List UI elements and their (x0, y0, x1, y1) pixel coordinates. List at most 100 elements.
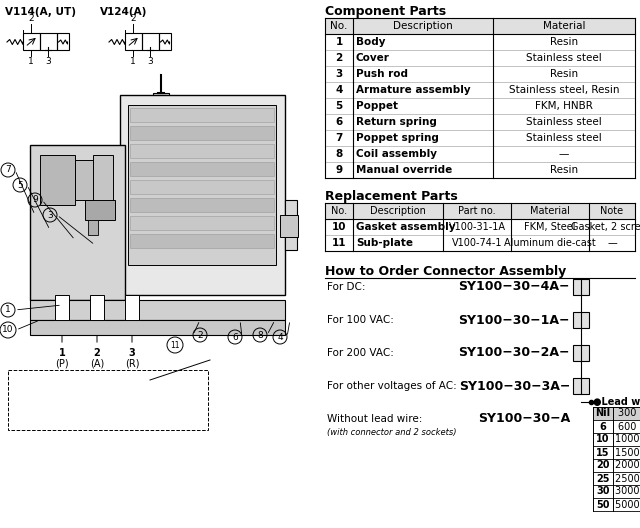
Text: Material: Material (543, 21, 585, 31)
Bar (125, 295, 139, 320)
Text: No.: No. (331, 206, 347, 216)
Text: 10: 10 (596, 435, 610, 445)
Bar (130, 216, 274, 230)
Text: Gasket, 2 screws: Gasket, 2 screws (571, 222, 640, 232)
Bar (593, 498, 640, 511)
Text: SY100−30−2A−: SY100−30−2A− (458, 346, 570, 360)
Text: FKM, HNBR: FKM, HNBR (535, 101, 593, 111)
Text: Note: Note (600, 206, 623, 216)
Text: 7: 7 (335, 133, 342, 143)
Text: 8: 8 (257, 331, 263, 340)
Text: 3: 3 (129, 348, 136, 358)
Bar (130, 144, 274, 158)
Text: 2: 2 (93, 348, 100, 358)
Text: 1: 1 (130, 57, 136, 66)
Text: 600 mm: 600 mm (618, 421, 640, 431)
Text: —: — (607, 238, 617, 248)
Text: Return spring: Return spring (356, 117, 437, 127)
Text: Aluminum die-cast: Aluminum die-cast (504, 238, 596, 248)
Bar (573, 279, 589, 295)
Text: Resin: Resin (550, 165, 578, 175)
Text: (A): (A) (90, 358, 104, 368)
Bar (573, 312, 589, 328)
Bar (130, 180, 274, 194)
Text: —: — (559, 149, 569, 159)
Text: SY100−30−3A−: SY100−30−3A− (459, 380, 570, 392)
Bar (30, 320, 285, 335)
Text: 2: 2 (28, 14, 34, 23)
Bar (130, 126, 274, 140)
Text: Manual override: Manual override (356, 165, 452, 175)
Bar (573, 378, 589, 394)
Bar (125, 33, 142, 50)
Bar (130, 162, 274, 176)
Text: 2000 mm: 2000 mm (614, 460, 640, 470)
Text: ●Lead wire length: ●Lead wire length (593, 397, 640, 407)
Text: SY100−30−4A−: SY100−30−4A− (458, 280, 570, 294)
Text: 2: 2 (335, 53, 342, 63)
Bar (593, 433, 640, 446)
Text: 2500 mm: 2500 mm (614, 474, 640, 484)
Text: 3: 3 (335, 69, 342, 79)
Text: 3: 3 (45, 57, 51, 66)
Text: V114(A, UT): V114(A, UT) (5, 7, 76, 17)
Text: For 100 VAC:: For 100 VAC: (327, 315, 394, 325)
Text: 9: 9 (32, 195, 38, 204)
Text: 7: 7 (5, 165, 11, 174)
Bar (23, 33, 40, 50)
Bar (593, 446, 640, 459)
Text: Armature assembly: Armature assembly (356, 85, 470, 95)
Text: Stainless steel, Resin: Stainless steel, Resin (509, 85, 620, 95)
Text: For other voltages of AC:: For other voltages of AC: (327, 381, 457, 391)
Text: Without lead wire:: Without lead wire: (327, 414, 422, 424)
Text: Gasket assembly: Gasket assembly (356, 222, 456, 232)
Text: 2: 2 (197, 331, 203, 340)
Bar (40, 33, 57, 50)
Bar (90, 295, 104, 320)
Bar (130, 198, 274, 212)
Text: Poppet: Poppet (356, 101, 398, 111)
Text: Material: Material (530, 206, 570, 216)
Text: 3: 3 (147, 57, 153, 66)
Text: 15: 15 (596, 448, 610, 457)
Bar (40, 155, 75, 205)
Text: SY100−30−A: SY100−30−A (477, 412, 570, 426)
Text: Stainless steel: Stainless steel (526, 117, 602, 127)
Text: 2: 2 (130, 14, 136, 23)
Bar (593, 420, 640, 433)
Bar (285, 200, 297, 250)
Bar (57, 33, 69, 50)
Text: Stainless steel: Stainless steel (526, 133, 602, 143)
Text: 300 mm: 300 mm (618, 409, 640, 419)
Text: Body: Body (356, 37, 385, 47)
Text: Resin: Resin (550, 37, 578, 47)
Text: 1: 1 (335, 37, 342, 47)
Text: 4: 4 (277, 333, 283, 342)
Text: (with connector and 2 sockets): (with connector and 2 sockets) (327, 428, 456, 437)
Text: 10: 10 (3, 325, 13, 335)
Bar (593, 459, 640, 472)
Text: 1000 mm: 1000 mm (614, 435, 640, 445)
Text: 5: 5 (17, 181, 23, 190)
Text: Replacement Parts: Replacement Parts (325, 190, 458, 203)
Text: Sub-plate: Sub-plate (356, 238, 413, 248)
Text: V124(A): V124(A) (100, 7, 147, 17)
Text: How to Order Connector Assembly: How to Order Connector Assembly (325, 265, 566, 278)
Text: Nil: Nil (595, 409, 611, 419)
Bar (75, 160, 93, 200)
Text: V100-31-1A: V100-31-1A (449, 222, 506, 232)
Text: V100-74-1: V100-74-1 (452, 238, 502, 248)
Text: 5000 mm: 5000 mm (614, 499, 640, 510)
Text: 1500 mm: 1500 mm (614, 448, 640, 457)
Text: Resin: Resin (550, 69, 578, 79)
Bar (93, 155, 113, 205)
Text: Push rod: Push rod (356, 69, 408, 79)
Text: 3000 mm: 3000 mm (614, 486, 640, 496)
Bar (130, 108, 274, 122)
Text: Stainless steel: Stainless steel (526, 53, 602, 63)
Text: 11: 11 (332, 238, 346, 248)
Text: 1: 1 (59, 348, 65, 358)
Text: 1: 1 (28, 57, 34, 66)
Text: No.: No. (330, 21, 348, 31)
Text: 6: 6 (335, 117, 342, 127)
